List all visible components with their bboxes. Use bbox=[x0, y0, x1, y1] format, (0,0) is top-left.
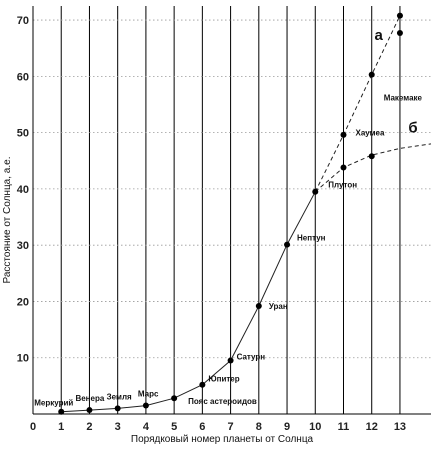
x-tick-labels: 0 1 2 3 4 5 6 7 8 9 10 11 12 13 bbox=[30, 421, 406, 433]
branch-label-1: а bbox=[375, 27, 384, 44]
point-label-10: Плутон bbox=[328, 181, 357, 190]
point-label-9: Нептун bbox=[297, 234, 326, 243]
point-label-4: Марс bbox=[138, 390, 159, 399]
branch-label-2: б bbox=[408, 120, 417, 137]
data-point-13 bbox=[396, 30, 403, 37]
x-tick-6: 6 bbox=[199, 421, 205, 433]
series-line-main bbox=[61, 191, 316, 413]
branch-labels: аб bbox=[375, 27, 418, 137]
branch-a-point-2 bbox=[368, 71, 375, 78]
x-axis-label: Порядковый номер планеты от Солнца bbox=[131, 434, 314, 445]
x-tick-7: 7 bbox=[228, 421, 234, 433]
data-point-1 bbox=[58, 408, 65, 415]
x-tick-2: 2 bbox=[86, 421, 92, 433]
axes bbox=[32, 6, 431, 415]
x-tick-13: 13 bbox=[394, 421, 406, 433]
data-point-5 bbox=[171, 395, 178, 402]
point-label-3: Земля bbox=[107, 392, 132, 401]
y-tick-40: 40 bbox=[17, 184, 29, 196]
series-line-б bbox=[314, 143, 432, 193]
y-tick-70: 70 bbox=[17, 15, 29, 27]
data-point-7 bbox=[227, 357, 234, 364]
point-label-1: Меркурий bbox=[34, 399, 73, 408]
data-point-12 bbox=[368, 153, 375, 160]
x-tick-1: 1 bbox=[58, 421, 64, 433]
x-tick-8: 8 bbox=[256, 421, 262, 433]
data-point-10 bbox=[312, 188, 319, 195]
x-tick-11: 11 bbox=[338, 421, 350, 433]
point-label-2: Венера bbox=[75, 394, 104, 403]
x-tick-0: 0 bbox=[30, 421, 36, 433]
x-tick-3: 3 bbox=[115, 421, 121, 433]
x-tick-10: 10 bbox=[309, 421, 321, 433]
point-label-11: Хаумеа bbox=[355, 129, 384, 138]
branch-a-point-3 bbox=[396, 12, 403, 19]
point-label-8: Уран bbox=[269, 302, 288, 311]
x-tick-4: 4 bbox=[143, 421, 150, 433]
y-tick-60: 60 bbox=[17, 71, 29, 83]
data-point-4 bbox=[142, 402, 149, 409]
point-label-6: Юпитер bbox=[208, 375, 239, 384]
y-tick-20: 20 bbox=[17, 296, 29, 308]
x-tick-5: 5 bbox=[171, 421, 177, 433]
data-point-8 bbox=[255, 302, 262, 309]
y-tick-50: 50 bbox=[17, 128, 29, 140]
branch-a-point-1 bbox=[340, 131, 347, 138]
point-label-7: Сатурн bbox=[237, 353, 266, 362]
point-label-5: Пояс астероидов bbox=[188, 397, 257, 406]
y-tick-10: 10 bbox=[17, 353, 29, 365]
series-line-а bbox=[314, 15, 401, 192]
y-tick-30: 30 bbox=[17, 240, 29, 252]
data-point-2 bbox=[86, 407, 93, 414]
data-points bbox=[58, 12, 403, 415]
y-tick-labels: 10 20 30 40 50 60 70 bbox=[17, 15, 29, 365]
vertical-gridlines bbox=[60, 6, 401, 414]
series-lines bbox=[61, 15, 432, 413]
x-tick-12: 12 bbox=[366, 421, 378, 433]
data-point-6 bbox=[199, 381, 206, 388]
data-point-3 bbox=[114, 405, 121, 412]
data-point-9 bbox=[284, 241, 291, 248]
y-axis-label: Расстояние от Солнца, а.е. bbox=[2, 157, 13, 284]
point-label-12: Макемаке bbox=[384, 93, 423, 102]
data-point-11 bbox=[340, 164, 347, 171]
x-tick-9: 9 bbox=[284, 421, 290, 433]
